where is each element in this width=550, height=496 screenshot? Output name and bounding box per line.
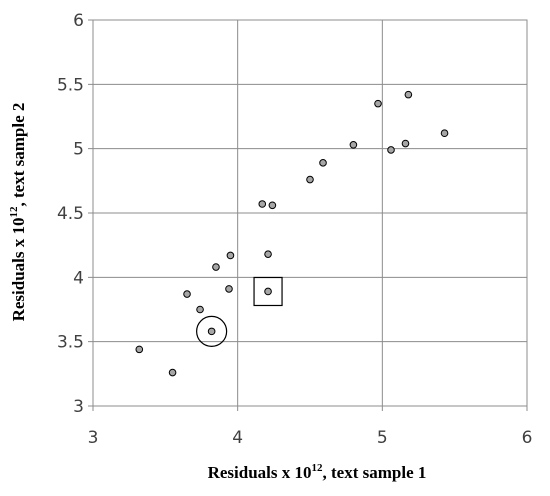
data-point xyxy=(374,99,382,108)
y-tick-label: 3.5 xyxy=(57,333,84,353)
x-tick-label: 6 xyxy=(522,428,533,448)
y-tick-label: 4.5 xyxy=(57,204,84,224)
data-point xyxy=(207,327,216,336)
x-tick-label: 4 xyxy=(232,428,243,448)
y-tick-label: 5.5 xyxy=(57,75,84,95)
x-tick-label: 3 xyxy=(88,428,99,448)
data-point xyxy=(226,251,235,260)
plot-area-border xyxy=(92,19,528,407)
x-axis-title-post: , text sample 1 xyxy=(323,463,427,482)
tick-labels: 3 3.5 4 4.5 5 5.5 6 3 4 5 6 xyxy=(57,11,532,448)
data-point xyxy=(212,263,220,271)
data-point xyxy=(264,250,272,258)
x-axis-title-pre: Residuals x 10 xyxy=(208,463,312,482)
y-tick-label: 3 xyxy=(73,397,84,417)
data-point xyxy=(135,345,144,354)
data-point xyxy=(168,368,177,377)
data-point xyxy=(183,290,191,298)
highlight-markers xyxy=(196,276,283,347)
data-point xyxy=(225,285,233,293)
data-point xyxy=(319,159,327,167)
data-point xyxy=(258,200,267,208)
y-axis-title: Residuals x 1012, text sample 2 xyxy=(8,103,28,322)
x-tick-label: 5 xyxy=(377,428,388,448)
highlight-circle xyxy=(196,315,228,347)
data-point xyxy=(268,201,277,210)
x-axis-title: Residuals x 1012, text sample 1 xyxy=(208,462,427,482)
grid-lines xyxy=(88,19,528,411)
data-point xyxy=(196,305,204,314)
x-axis-title-exponent: 12 xyxy=(312,462,324,474)
data-point xyxy=(401,139,410,148)
y-axis-title-post: , text sample 2 xyxy=(9,103,28,207)
y-tick-label: 6 xyxy=(73,11,84,31)
data-points xyxy=(135,90,449,377)
y-tick-label: 4 xyxy=(73,268,84,288)
data-point xyxy=(264,287,272,296)
y-tick-label: 5 xyxy=(73,140,84,160)
data-point xyxy=(404,90,413,99)
y-axis-title-exponent: 12 xyxy=(8,206,20,218)
data-point xyxy=(440,129,449,138)
data-point xyxy=(306,175,314,184)
y-axis-title-pre: Residuals x 10 xyxy=(9,217,28,321)
highlight-square xyxy=(253,276,283,307)
data-point xyxy=(349,141,358,149)
data-point xyxy=(387,146,395,154)
